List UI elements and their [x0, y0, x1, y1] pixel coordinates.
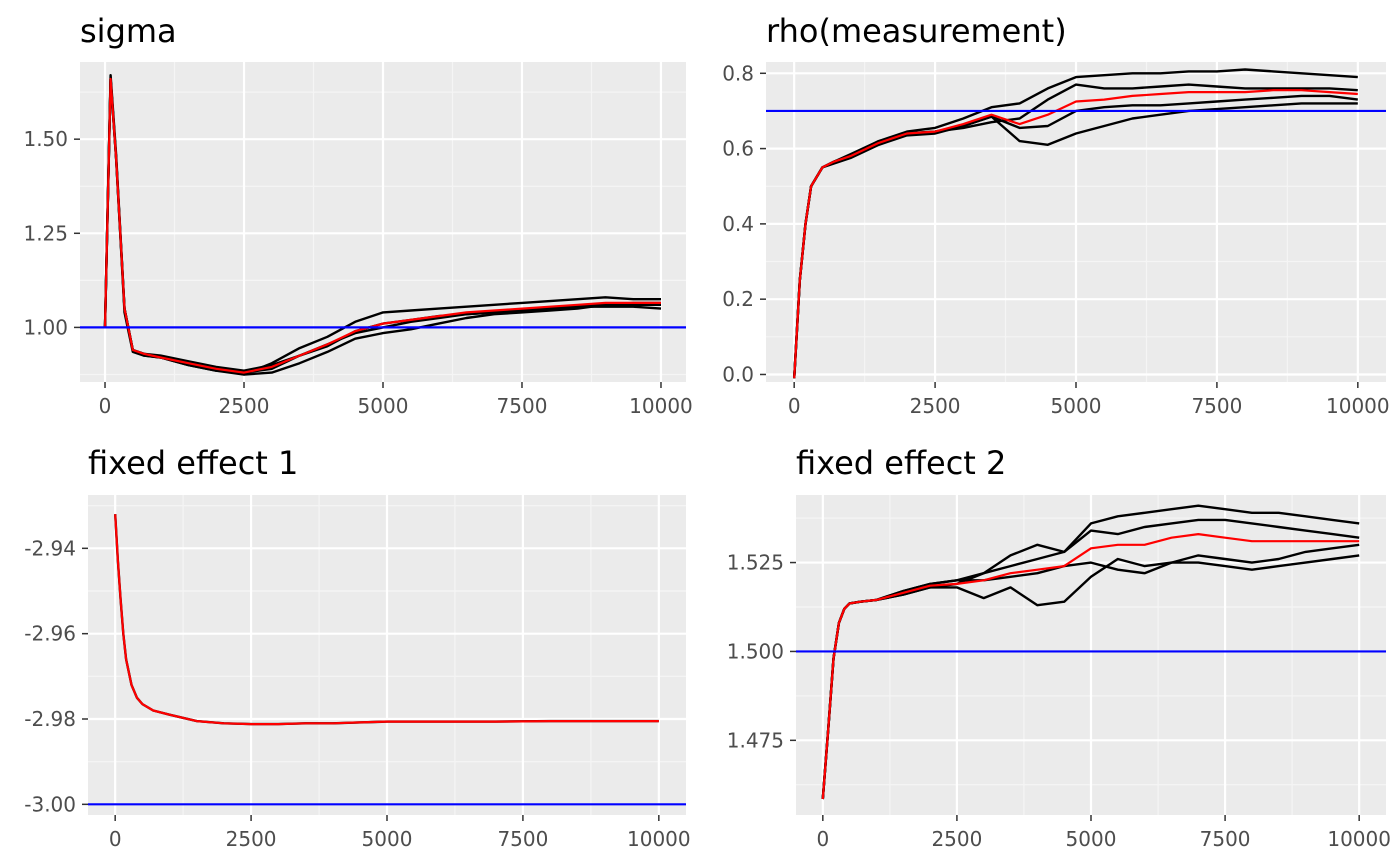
x-tick-label: 5000	[1066, 827, 1117, 851]
x-tick-label: 0	[109, 827, 122, 851]
panel-title: rho(measurement)	[766, 12, 1067, 50]
y-tick-label: 0.8	[722, 61, 754, 85]
x-tick-label: 5000	[1051, 394, 1102, 418]
x-tick-label: 0	[816, 827, 829, 851]
x-tick-label: 10000	[1327, 827, 1391, 851]
x-tick-label: 0	[788, 394, 801, 418]
panel-title: sigma	[80, 12, 177, 50]
series-lines	[103, 73, 662, 376]
x-tick-label: 5000	[362, 827, 413, 851]
y-tick-label: 0.2	[722, 287, 754, 311]
panel-title: fixed effect 1	[88, 444, 298, 482]
y-tick-label: 1.25	[23, 221, 68, 245]
mean-trace-line	[821, 532, 1360, 800]
x-tick-label: 2500	[226, 827, 277, 851]
mean-trace-line	[103, 77, 661, 374]
y-tick-label: 1.475	[727, 728, 784, 752]
x-tick-label: 10000	[1326, 394, 1390, 418]
axes: 0 2500 5000 7500 10000 -3.00 -2.98 -2.96 -2.94	[24, 536, 690, 851]
mean-trace-line	[793, 89, 1358, 379]
trace-panel-1: 0 2500 5000 7500 10000 1.00 1.25 1.50 sigma	[23, 12, 692, 418]
x-tick-label: 7500	[1191, 394, 1242, 418]
y-tick-label: 1.525	[727, 551, 784, 575]
x-tick-label: 0	[99, 394, 112, 418]
major-grid	[766, 62, 1386, 382]
x-tick-label: 10000	[627, 827, 691, 851]
x-tick-label: 7500	[1200, 827, 1251, 851]
trace-panel-2: 0 2500 5000 7500 10000 0.0 0.2 0.4 0.6 0.8 rho(mea…	[722, 12, 1389, 418]
y-tick-label: -2.96	[24, 622, 76, 646]
x-tick-label: 7500	[497, 394, 548, 418]
x-tick-label: 2500	[931, 827, 982, 851]
y-tick-label: -2.98	[24, 707, 76, 731]
series-lines	[114, 514, 659, 726]
x-tick-label: 2500	[219, 394, 270, 418]
y-tick-label: 0.6	[722, 137, 754, 161]
y-tick-label: 1.500	[727, 639, 784, 663]
x-tick-label: 5000	[358, 394, 409, 418]
y-tick-label: 1.00	[23, 315, 68, 339]
trace-panel-3: 0 2500 5000 7500 10000 -3.00 -2.98 -2.96 -2.94 fi…	[24, 444, 690, 851]
x-tick-label: 7500	[497, 827, 548, 851]
x-tick-label: 2500	[910, 394, 961, 418]
axes: 0 2500 5000 7500 10000 1.00 1.25 1.50	[23, 127, 692, 418]
y-tick-label: -2.94	[24, 536, 76, 560]
series-lines	[793, 68, 1358, 379]
chain-trace-line-3	[103, 77, 661, 376]
y-tick-label: 0.4	[722, 212, 754, 236]
y-tick-label: 0.0	[722, 362, 754, 386]
axes: 0 2500 5000 7500 10000 0.0 0.2 0.4 0.6 0.8	[722, 61, 1389, 418]
mean-trace-line	[114, 514, 659, 726]
trace-panel-4: 0 2500 5000 7500 10000 1.475 1.500 1.525 fixed e…	[727, 444, 1391, 851]
series-lines	[821, 504, 1360, 800]
y-tick-label: -3.00	[24, 792, 76, 816]
x-tick-label: 10000	[629, 394, 693, 418]
panel-title: fixed effect 2	[796, 444, 1006, 482]
axes: 0 2500 5000 7500 10000 1.475 1.500 1.525	[727, 551, 1391, 851]
y-tick-label: 1.50	[23, 127, 68, 151]
